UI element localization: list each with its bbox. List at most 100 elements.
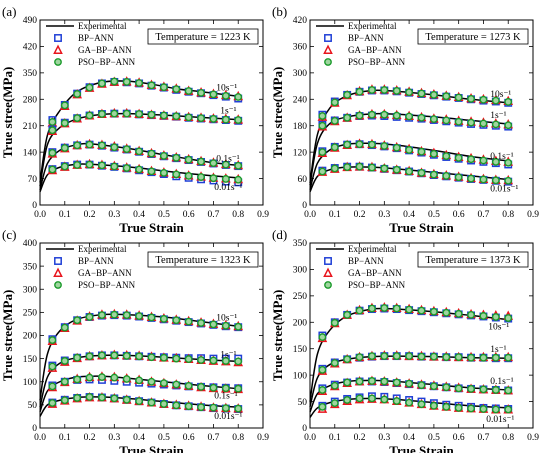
legend-pso-bp-ann-label: PSO−BP−ANN [78,280,136,290]
temperature-box [147,28,259,45]
x-tick-label: 0.4 [133,433,145,443]
y-tick-label: 350 [23,262,38,272]
pso-bp-ann-point [85,111,94,120]
pso-bp-ann-point [85,83,94,92]
pso-bp-ann-point [172,316,181,325]
legend-bp-ann-label: BP−ANN [348,33,384,43]
x-tick-label: 0.0 [304,433,316,443]
pso-bp-ann-point [343,378,352,387]
x-tick-label: 0.8 [232,433,244,443]
x-tick-label: 0.1 [329,433,341,443]
pso-bp-ann-point [122,375,131,383]
pso-bp-ann-point [330,359,339,367]
pso-bp-ann-point [197,356,205,364]
pso-bp-ann-point [504,98,513,106]
pso-bp-ann-point [147,353,156,362]
pso-bp-ann-point [110,373,119,382]
x-tick-label: 0.4 [403,210,415,220]
pso-bp-ann-point [380,142,389,150]
pso-bp-ann-point [392,397,401,405]
x-tick-label: 0.7 [208,433,220,443]
legend-ga-bp-ann-label: GA−BP−ANN [348,45,402,55]
pso-bp-ann-point [48,118,57,126]
y-tick-label: 280 [23,95,38,105]
series-0: 10s⁻¹ [39,308,244,401]
pso-bp-ann-point [429,170,438,179]
pso-bp-ann-point [392,165,401,174]
y-tick-label: 300 [23,285,38,295]
pso-bp-ann-point [73,375,82,384]
strain-rate-label: 0.1s⁻¹ [214,392,238,402]
pso-bp-ann-point [417,400,426,409]
series-2: 0.1s⁻¹ [39,371,244,413]
pso-bp-ann-point [48,382,57,391]
pso-bp-ann-point [197,88,205,97]
pso-bp-ann-point [197,157,205,166]
pso-bp-ann-point [318,112,327,120]
pso-bp-ann-point [504,353,513,362]
pso-bp-ann-point [392,378,401,387]
pso-bp-ann-point [429,352,438,361]
pso-bp-ann-point [368,394,376,403]
pso-bp-ann-point [368,140,376,149]
pso-bp-ann-point [491,386,500,394]
pso-bp-ann-point [405,352,414,361]
pso-bp-ann-point [159,169,168,177]
pso-bp-ann-point [172,380,181,389]
pso-bp-ann-point [60,323,69,332]
pso-bp-ann-point [504,158,513,167]
pso-bp-ann-point [504,121,513,130]
pso-bp-ann-point [184,87,193,95]
pso-bp-ann-point [147,398,156,407]
y-tick-label: 240 [293,95,308,105]
pso-bp-ann-point [110,143,119,152]
y-tick-label: 490 [23,16,38,26]
pso-bp-ann-point [54,58,62,66]
pso-bp-ann-point [504,405,513,414]
pso-bp-ann-point [234,404,243,413]
pso-bp-ann-point [405,379,414,388]
ga-bp-ann-point [323,267,333,277]
pso-bp-ann-point [221,384,230,393]
temperature-label: Temperature = 1223 K [155,32,251,43]
pso-bp-ann-point [442,172,451,180]
pso-bp-ann-point [172,85,181,93]
pso-bp-ann-point [73,316,82,325]
pso-bp-ann-point [172,354,181,363]
pso-bp-ann-point [159,353,168,362]
ga-bp-ann-point [53,44,63,54]
pso-bp-ann-point [330,98,339,107]
pso-bp-ann-point [159,314,168,323]
temperature-label: Temperature = 1373 K [425,255,521,266]
temperature-label: Temperature = 1323 K [155,255,251,266]
pso-bp-ann-point [48,165,57,174]
panel-label: (b) [272,4,287,19]
pso-bp-ann-point [135,147,144,156]
series-2: 0.1s⁻¹ [39,138,244,191]
pso-bp-ann-point [392,143,401,152]
series-3: 0.01s⁻¹ [39,392,244,422]
pso-bp-ann-point [221,115,230,124]
pso-bp-ann-point [159,111,168,120]
y-tick-label: 420 [23,43,38,53]
pso-bp-ann-point [98,311,106,320]
pso-bp-ann-point [318,148,327,157]
pso-bp-ann-point [355,140,364,149]
pso-bp-ann-point [209,174,218,183]
legend-pso-bp-ann-label: PSO−BP−ANN [78,57,136,67]
x-tick-label: 0.1 [329,210,341,220]
pso-bp-ann-point [172,401,181,410]
series-2: 0.1s⁻¹ [309,375,514,413]
x-tick-label: 0.5 [158,210,170,220]
pso-bp-ann-point [417,381,426,390]
bp-ann-point [324,257,332,265]
pso-bp-ann-point [184,113,193,122]
series-2: 0.1s⁻¹ [309,138,514,190]
pso-bp-ann-point [122,164,131,172]
pso-bp-ann-point [467,94,475,103]
series-0: 10s⁻¹ [39,76,244,183]
pso-bp-ann-point [110,109,119,118]
pso-bp-ann-point [405,146,414,154]
pso-bp-ann-point [454,153,463,162]
x-tick-label: 0.2 [84,433,96,443]
